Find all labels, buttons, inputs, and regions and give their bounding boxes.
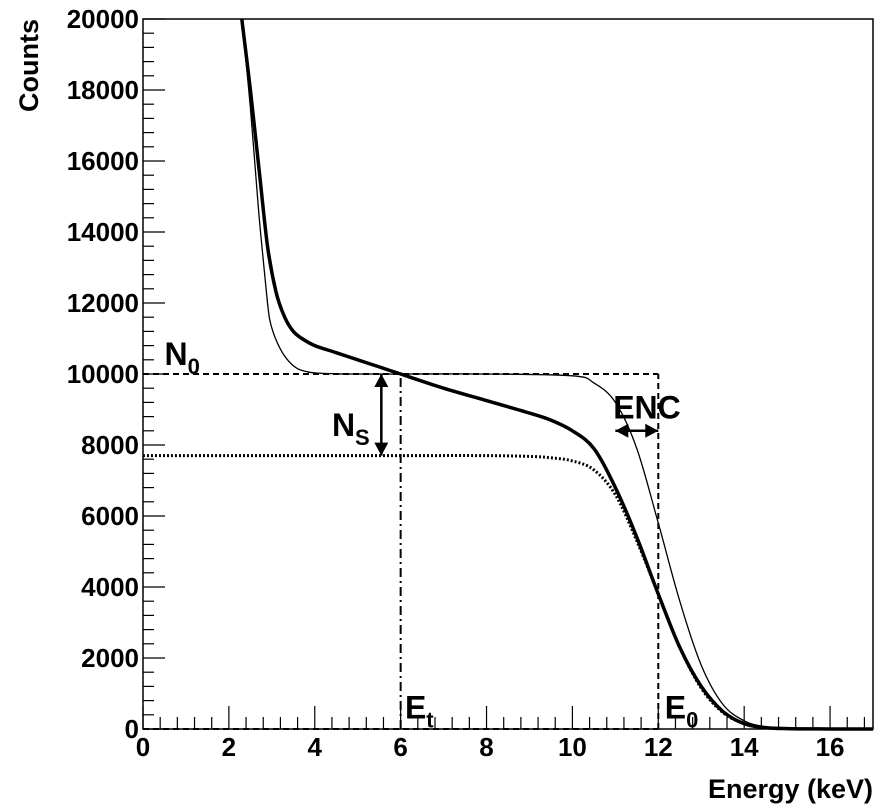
y-tick-label: 12000 [67, 288, 139, 318]
annotation-subscript: t [426, 707, 434, 732]
y-tick-label: 2000 [81, 643, 139, 673]
arrow-head [645, 423, 659, 438]
y-tick-label: 14000 [67, 217, 139, 247]
series-lines [142, 18, 874, 731]
annotation-subscript: S [355, 425, 370, 450]
y-tick-label: 10000 [67, 359, 139, 389]
y-tick-label: 16000 [67, 146, 139, 176]
ticks [142, 18, 866, 730]
y-tick-label: 0 [125, 714, 139, 744]
x-tick-label: 4 [308, 732, 323, 762]
y-tick-label: 4000 [81, 572, 139, 602]
x-tick-label: 0 [136, 732, 150, 762]
y-tick-label: 20000 [67, 4, 139, 34]
arrow-head [374, 374, 389, 387]
x-tick-label: 8 [479, 732, 493, 762]
series-line [142, 454, 874, 731]
annotations: N0 NS ENC Et E0 [164, 336, 698, 732]
arrows [374, 374, 659, 456]
annotation: E0 [665, 689, 699, 732]
y-tick-label: 6000 [81, 501, 139, 531]
y-tick-label: 8000 [81, 430, 139, 460]
x-tick-label: 12 [644, 732, 673, 762]
series-line [241, 18, 874, 730]
annotation-subscript: 0 [188, 354, 200, 379]
y-axis-title: Counts [14, 19, 44, 112]
x-tick-label: 16 [816, 732, 845, 762]
annotation: NS [332, 407, 370, 450]
y-tick-label: 18000 [67, 75, 139, 105]
series-line [240, 18, 874, 731]
tick-labels: 0 2 4 6 8 10 12 14 16 0 2000 4000 6000 8000 10000 12000… [67, 4, 845, 762]
annotation: Et [405, 689, 434, 732]
x-tick-label: 10 [558, 732, 587, 762]
x-tick-label: 2 [222, 732, 236, 762]
x-axis-title: Energy (keV) [708, 774, 873, 804]
arrow-head [615, 423, 629, 438]
annotation: ENC [613, 389, 681, 425]
x-tick-label: 6 [393, 732, 407, 762]
guide-lines [143, 373, 660, 730]
x-tick-label: 14 [730, 732, 759, 762]
annotation-subscript: 0 [686, 707, 698, 732]
annotation: N0 [164, 336, 199, 379]
arrow-head [374, 442, 389, 456]
